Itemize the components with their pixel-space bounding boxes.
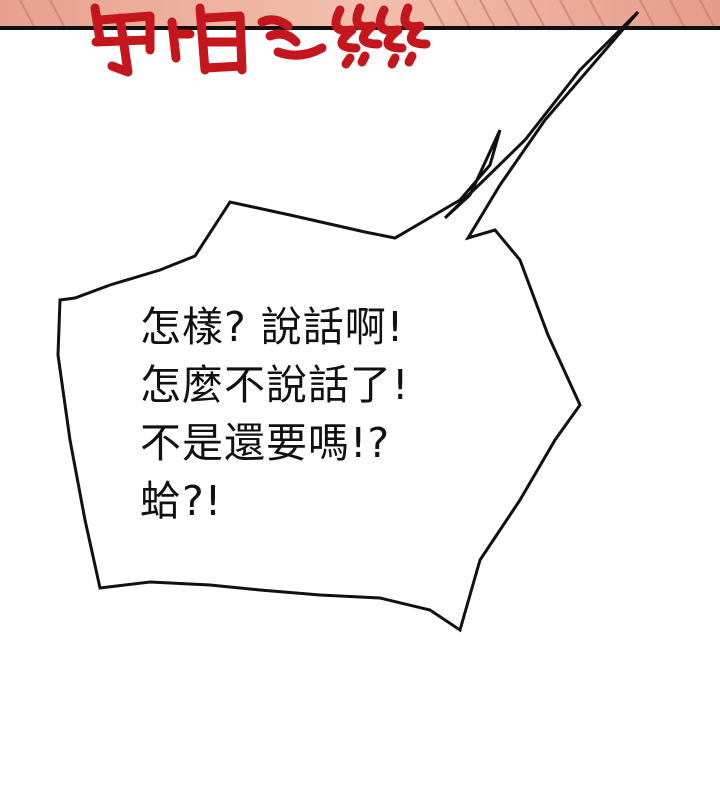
red-sfx-lettering bbox=[95, 8, 426, 72]
speech-line-3: 不是還要嗎!? bbox=[140, 414, 500, 472]
speech-bubble-text: 怎樣? 說話啊! 怎麼不說話了! 不是還要嗎!? 蛤?! bbox=[140, 298, 500, 530]
speech-line-1: 怎樣? 說話啊! bbox=[140, 298, 500, 356]
speech-line-4: 蛤?! bbox=[140, 472, 500, 530]
speech-line-2: 怎麼不說話了! bbox=[140, 356, 500, 414]
